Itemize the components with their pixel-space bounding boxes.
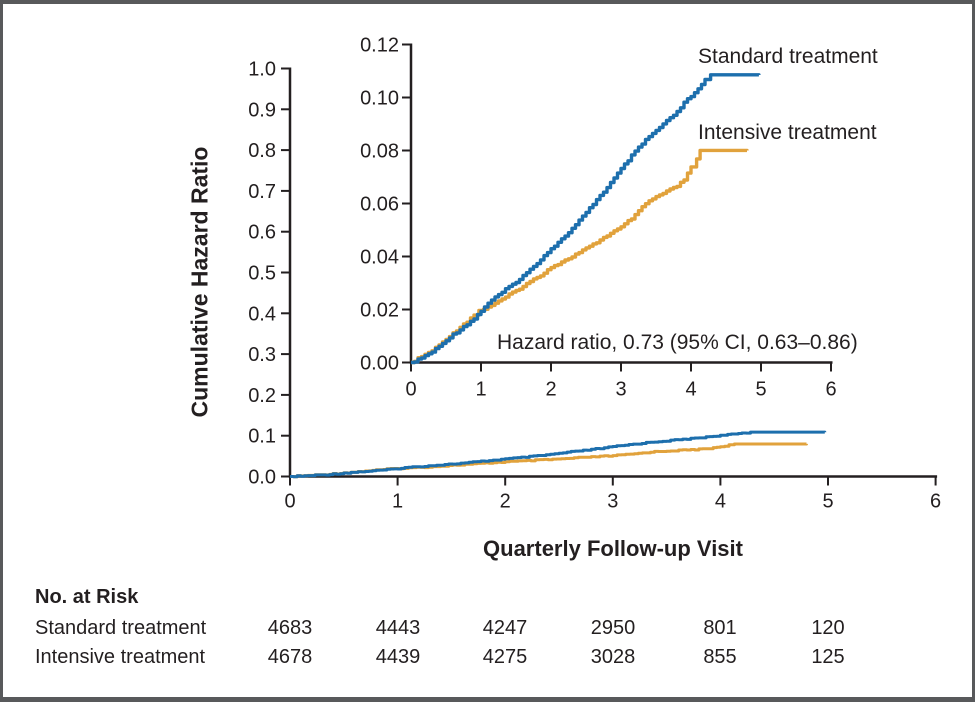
main-plot-x-tick-label: 3 xyxy=(607,491,618,513)
y-axis-title: Cumulative Hazard Ratio xyxy=(186,146,213,418)
main-plot: 0.0 0.1 0.2 0.3 0.4 0.5 0.6 0.7 0.8 0.9 1.0 0 1 2 3 4 5 6 xyxy=(248,59,941,513)
main-plot-y-tick-label: 0.3 xyxy=(248,344,276,366)
inset-plot-x-tick-label: 4 xyxy=(685,379,696,401)
at-risk-value: 801 xyxy=(703,617,737,639)
main-plot-x-tick-label: 0 xyxy=(284,491,295,513)
series-label-intensive: Intensive treatment xyxy=(698,121,877,144)
curve-standard-treatment xyxy=(290,430,827,479)
at-risk-value: 4678 xyxy=(267,646,313,668)
main-plot-y-tick-label: 0.6 xyxy=(248,222,276,244)
main-plot-y-tick-label: 0.7 xyxy=(248,181,276,203)
main-plot-x-tick-label: 2 xyxy=(500,491,511,513)
inset-plot-x-tick-label: 2 xyxy=(545,379,556,401)
at-risk-row-label: Standard treatment xyxy=(35,617,207,639)
inset-plot-x-tick-label: 1 xyxy=(475,379,486,401)
main-plot-x-tick-label: 6 xyxy=(930,491,941,513)
at-risk-value: 120 xyxy=(811,617,845,639)
at-risk-title: No. at Risk xyxy=(35,586,139,608)
inset-plot-x-tick-label: 6 xyxy=(825,379,836,401)
at-risk-value: 125 xyxy=(811,646,845,668)
inset-plot-y-tick-label: 0.06 xyxy=(360,194,399,216)
main-plot-y-tick-label: 0.0 xyxy=(248,467,276,489)
main-plot-x-tick-label: 4 xyxy=(715,491,726,513)
inset-plot-y-tick-label: 0.10 xyxy=(360,88,399,110)
main-plot-y-tick-label: 1.0 xyxy=(248,59,276,81)
inset-plot-y-tick-label: 0.00 xyxy=(360,353,399,375)
main-plot-x-tick-label: 1 xyxy=(392,491,403,513)
inset-plot-y-tick-label: 0.04 xyxy=(360,247,399,269)
at-risk-row-standard: Standard treatment 4683 4443 4247 2950 8… xyxy=(3,617,972,643)
main-plot-y-tick-label: 0.5 xyxy=(248,263,276,285)
at-risk-row-label: Intensive treatment xyxy=(35,646,206,668)
inset-plot-y-tick-label: 0.08 xyxy=(360,141,399,163)
at-risk-value: 855 xyxy=(703,646,737,668)
inset-plot-x-tick-label: 5 xyxy=(755,379,766,401)
at-risk-value: 2950 xyxy=(590,617,636,639)
at-risk-value: 4275 xyxy=(482,646,528,668)
main-plot-y-tick-label: 0.8 xyxy=(248,140,276,162)
main-plot-y-tick-label: 0.2 xyxy=(248,385,276,407)
inset-plot: 0.00 0.02 0.04 0.06 0.08 0.10 0.12 0 1 2 3 4 5 6 xyxy=(360,35,837,401)
main-plot-x-tick-label: 5 xyxy=(822,491,833,513)
series-label-standard: Standard treatment xyxy=(698,45,878,68)
at-risk-row-intensive: Intensive treatment 4678 4439 4275 3028 … xyxy=(3,646,972,672)
at-risk-value: 3028 xyxy=(590,646,636,668)
inset-plot-x-tick-label: 0 xyxy=(405,379,416,401)
main-plot-y-tick-label: 0.1 xyxy=(248,426,276,448)
inset-plot-y-tick-label: 0.02 xyxy=(360,300,399,322)
hazard-ratio-annotation: Hazard ratio, 0.73 (95% CI, 0.63–0.86) xyxy=(497,331,858,354)
main-plot-y-tick-label: 0.9 xyxy=(248,99,276,121)
curve-standard-treatment xyxy=(411,73,761,365)
at-risk-value: 4439 xyxy=(375,646,421,668)
at-risk-value: 4443 xyxy=(375,617,421,639)
inset-plot-x-tick-label: 3 xyxy=(615,379,626,401)
at-risk-value: 4247 xyxy=(482,617,528,639)
at-risk-value: 4683 xyxy=(267,617,313,639)
main-plot-y-tick-label: 0.4 xyxy=(248,303,276,325)
inset-plot-y-tick-label: 0.12 xyxy=(360,35,399,57)
x-axis-title: Quarterly Follow-up Visit xyxy=(483,536,743,561)
